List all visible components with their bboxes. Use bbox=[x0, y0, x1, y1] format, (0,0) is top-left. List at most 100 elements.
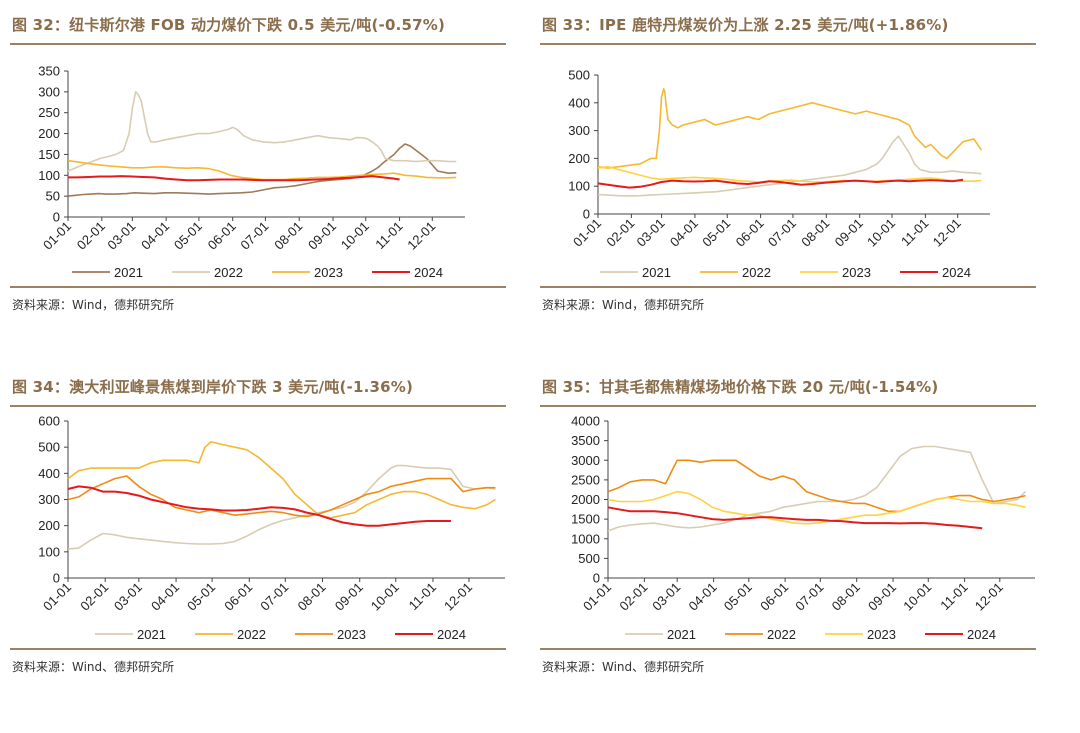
x-tick-label: 09-01 bbox=[305, 219, 339, 253]
x-tick-label: 11-01 bbox=[898, 216, 931, 249]
legend-label-2023: 2023 bbox=[337, 627, 366, 642]
x-tick-label: 07-01 bbox=[257, 580, 291, 614]
panel-title-bar: 图 34：澳大利亚峰景焦煤到岸价下跌 3 美元/吨(-1.36%) bbox=[10, 367, 506, 407]
y-tick-label: 150 bbox=[38, 147, 60, 162]
y-tick-label: 100 bbox=[38, 168, 60, 183]
y-tick-label: 0 bbox=[583, 207, 590, 222]
y-tick-label: 600 bbox=[38, 414, 60, 429]
legend-label-2022: 2022 bbox=[767, 627, 796, 642]
x-tick-label: 08-01 bbox=[295, 580, 329, 614]
x-tick-label: 11-01 bbox=[372, 219, 405, 252]
x-tick-label: 10-01 bbox=[338, 219, 372, 253]
series-line-2024 bbox=[607, 506, 983, 530]
panel-fig33: 图 33：IPE 鹿特丹煤炭价为上涨 2.25 美元/吨(+1.86%) 0 10… bbox=[540, 5, 1036, 365]
y-tick-label: 300 bbox=[38, 492, 60, 507]
legend-label-2021: 2021 bbox=[114, 265, 143, 280]
legend-label-2022: 2022 bbox=[214, 265, 243, 280]
y-tick-label: 0 bbox=[53, 571, 60, 586]
legend-label-2024: 2024 bbox=[414, 265, 443, 280]
y-tick-label: 200 bbox=[568, 151, 590, 166]
x-tick-label: 03-01 bbox=[111, 580, 145, 614]
legend-label-2024: 2024 bbox=[942, 265, 971, 280]
series-line-2023 bbox=[597, 165, 982, 183]
source-divider bbox=[540, 648, 1036, 650]
y-tick-label: 100 bbox=[568, 179, 590, 194]
y-tick-label: 500 bbox=[38, 440, 60, 455]
y-tick-label: 1000 bbox=[571, 531, 600, 546]
y-tick-label: 400 bbox=[38, 466, 60, 481]
x-tick-label: 02-01 bbox=[616, 580, 650, 614]
source-note: 资料来源：Wind、德邦研究所 bbox=[12, 660, 175, 674]
y-tick-label: 200 bbox=[38, 518, 60, 533]
y-tick-label: 3000 bbox=[571, 453, 600, 468]
y-tick-label: 500 bbox=[568, 68, 590, 83]
panel-title: 图 33：IPE 鹿特丹煤炭价为上涨 2.25 美元/吨(+1.86%) bbox=[542, 16, 949, 34]
y-tick-label: 1500 bbox=[571, 512, 600, 527]
x-tick-label: 02-01 bbox=[77, 580, 111, 614]
x-tick-label: 06-01 bbox=[221, 580, 255, 614]
y-tick-label: 50 bbox=[46, 189, 60, 204]
x-tick-label: 10-01 bbox=[864, 216, 898, 250]
series-line-2021 bbox=[607, 445, 1027, 532]
legend-label-2023: 2023 bbox=[314, 265, 343, 280]
x-tick-label: 03-01 bbox=[634, 216, 668, 250]
x-tick-label: 10-01 bbox=[900, 580, 934, 614]
series-line-2023 bbox=[607, 490, 1026, 525]
y-tick-label: 300 bbox=[38, 84, 60, 99]
x-tick-label: 05-01 bbox=[171, 219, 205, 253]
legend-label-2021: 2021 bbox=[137, 627, 166, 642]
x-tick-label: 08-01 bbox=[271, 219, 305, 253]
legend-label-2023: 2023 bbox=[842, 265, 871, 280]
x-tick-label: 10-01 bbox=[368, 580, 402, 614]
x-tick-label: 09-01 bbox=[832, 216, 866, 250]
series-line-2024 bbox=[597, 178, 964, 189]
series-line-2022 bbox=[67, 441, 496, 519]
x-tick-label: 12-01 bbox=[404, 219, 438, 253]
source-divider bbox=[540, 286, 1036, 288]
y-tick-label: 3500 bbox=[571, 433, 600, 448]
x-tick-label: 07-01 bbox=[237, 219, 271, 253]
panel-title-bar: 图 33：IPE 鹿特丹煤炭价为上涨 2.25 美元/吨(+1.86%) bbox=[540, 5, 1036, 45]
x-tick-label: 12-01 bbox=[930, 216, 964, 250]
chart-fig35: 0 500 1000 1500 2000 2500 3000 3500 4000 01-01 02-… bbox=[571, 414, 1035, 642]
series-line-2024 bbox=[67, 485, 451, 527]
source-note: 资料来源：Wind，德邦研究所 bbox=[12, 298, 175, 312]
y-tick-label: 300 bbox=[568, 123, 590, 138]
source-divider bbox=[10, 286, 506, 288]
y-tick-label: 0 bbox=[53, 210, 60, 225]
x-tick-label: 05-01 bbox=[721, 580, 755, 614]
series-line-2021 bbox=[67, 464, 496, 550]
x-tick-label: 12-01 bbox=[441, 580, 475, 614]
source-divider bbox=[10, 648, 506, 650]
panel-title: 图 34：澳大利亚峰景焦煤到岸价下跌 3 美元/吨(-1.36%) bbox=[12, 378, 414, 396]
x-tick-label: 05-01 bbox=[184, 580, 218, 614]
x-tick-label: 09-01 bbox=[332, 580, 366, 614]
panel-title-bar: 图 32：纽卡斯尔港 FOB 动力煤价下跌 0.5 美元/吨(-0.57%) bbox=[10, 5, 506, 45]
x-tick-label: 01-01 bbox=[40, 219, 74, 253]
series-line-2021 bbox=[67, 143, 457, 197]
x-tick-label: 08-01 bbox=[829, 580, 863, 614]
x-tick-label: 08-01 bbox=[798, 216, 832, 250]
series-line-2022 bbox=[67, 91, 457, 172]
series-line-2022 bbox=[597, 88, 983, 169]
x-tick-label: 02-01 bbox=[603, 216, 637, 250]
panel-fig35: 图 35：甘其毛都焦精煤场地价格下跌 20 元/吨(-1.54%) 0 500 10… bbox=[540, 367, 1036, 727]
x-tick-label: 01-01 bbox=[580, 580, 614, 614]
series-line-2024 bbox=[68, 175, 400, 182]
x-tick-label: 06-01 bbox=[205, 219, 239, 253]
legend-label-2022: 2022 bbox=[237, 627, 266, 642]
x-tick-label: 04-01 bbox=[686, 580, 720, 614]
y-tick-label: 350 bbox=[38, 64, 60, 79]
x-tick-label: 01-01 bbox=[40, 580, 74, 614]
x-tick-label: 06-01 bbox=[733, 216, 767, 250]
y-tick-label: 100 bbox=[38, 544, 60, 559]
legend-label-2021: 2021 bbox=[642, 265, 671, 280]
y-tick-label: 0 bbox=[593, 571, 600, 586]
x-tick-label: 02-01 bbox=[74, 219, 108, 253]
x-tick-label: 12-01 bbox=[972, 580, 1006, 614]
x-tick-label: 09-01 bbox=[865, 580, 899, 614]
series-line-2023 bbox=[67, 475, 496, 518]
